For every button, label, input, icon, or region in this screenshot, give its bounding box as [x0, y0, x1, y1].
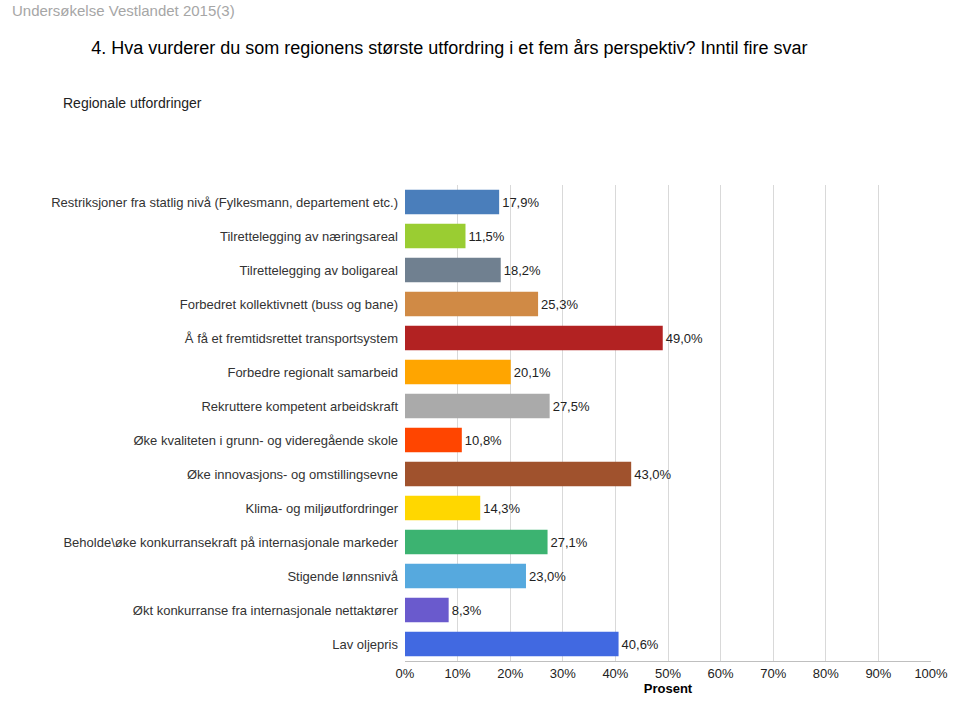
- svg-text:17,9%: 17,9%: [502, 195, 539, 210]
- svg-text:Klima- og miljøutfordringer: Klima- og miljøutfordringer: [246, 501, 399, 516]
- svg-text:Forbedret kollektivnett (buss: Forbedret kollektivnett (buss og bane): [180, 297, 398, 312]
- svg-text:0%: 0%: [396, 666, 415, 681]
- svg-text:Stigende lønnsnivå: Stigende lønnsnivå: [287, 569, 398, 584]
- svg-text:100%: 100%: [914, 666, 948, 681]
- svg-text:49,0%: 49,0%: [666, 331, 703, 346]
- svg-text:Forbedre regionalt samarbeid: Forbedre regionalt samarbeid: [227, 365, 398, 380]
- svg-text:27,1%: 27,1%: [551, 535, 588, 550]
- svg-text:Øke kvaliteten i grunn- og vid: Øke kvaliteten i grunn- og videregående …: [134, 433, 399, 448]
- svg-text:70%: 70%: [760, 666, 786, 681]
- svg-text:Øke innovasjons- og omstilling: Øke innovasjons- og omstillingsevne: [187, 467, 398, 482]
- svg-text:80%: 80%: [813, 666, 839, 681]
- svg-text:8,3%: 8,3%: [452, 603, 482, 618]
- svg-text:Å få et fremtidsrettet transpo: Å få et fremtidsrettet transportsystem: [185, 331, 398, 346]
- svg-text:Rekruttere kompetent arbeidskr: Rekruttere kompetent arbeidskraft: [201, 399, 398, 414]
- svg-text:Tilrettelegging av næringsarea: Tilrettelegging av næringsareal: [220, 229, 398, 244]
- svg-text:Økt konkurranse fra internasjo: Økt konkurranse fra internasjonale netta…: [133, 603, 399, 618]
- svg-text:Regionale utfordringer: Regionale utfordringer: [63, 95, 202, 111]
- svg-text:Undersøkelse Vestlandet 2015(3: Undersøkelse Vestlandet 2015(3): [12, 2, 235, 19]
- svg-text:90%: 90%: [865, 666, 891, 681]
- svg-text:Tilrettelegging av boligareal: Tilrettelegging av boligareal: [239, 263, 398, 278]
- svg-text:30%: 30%: [550, 666, 576, 681]
- svg-text:20%: 20%: [497, 666, 523, 681]
- svg-text:14,3%: 14,3%: [483, 501, 520, 516]
- svg-text:23,0%: 23,0%: [529, 569, 566, 584]
- svg-text:40%: 40%: [602, 666, 628, 681]
- svg-text:40,6%: 40,6%: [622, 637, 659, 652]
- svg-text:10,8%: 10,8%: [465, 433, 502, 448]
- svg-text:20,1%: 20,1%: [514, 365, 551, 380]
- svg-text:50%: 50%: [655, 666, 681, 681]
- svg-text:43,0%: 43,0%: [634, 467, 671, 482]
- svg-text:10%: 10%: [445, 666, 471, 681]
- svg-text:11,5%: 11,5%: [468, 229, 504, 244]
- svg-text:Restriksjoner fra statlig nivå: Restriksjoner fra statlig nivå (Fylkesma…: [51, 195, 398, 210]
- svg-text:Prosent: Prosent: [644, 681, 693, 696]
- svg-text:4. Hva vurderer du som regione: 4. Hva vurderer du som regionens største…: [91, 38, 807, 58]
- svg-text:18,2%: 18,2%: [504, 263, 541, 278]
- svg-text:25,3%: 25,3%: [541, 297, 578, 312]
- svg-text:27,5%: 27,5%: [553, 399, 590, 414]
- svg-text:Beholde\øke konkurransekraft p: Beholde\øke konkurransekraft på internas…: [63, 535, 398, 550]
- svg-text:Lav oljepris: Lav oljepris: [332, 637, 398, 652]
- svg-text:60%: 60%: [708, 666, 734, 681]
